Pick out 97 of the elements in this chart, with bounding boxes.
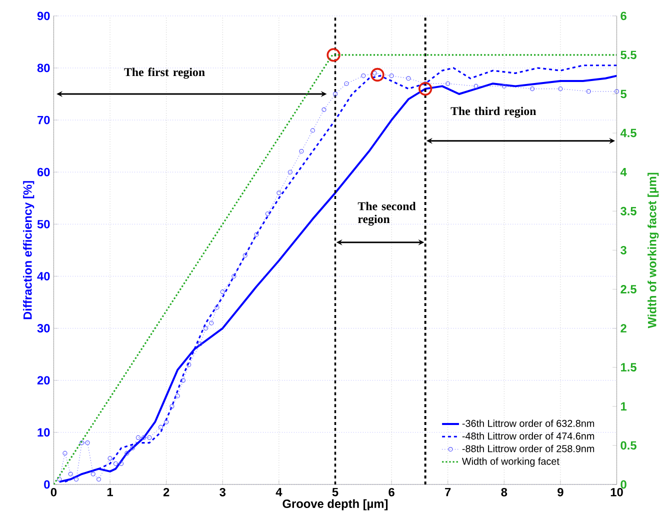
point — [502, 84, 506, 88]
point — [90, 472, 96, 476]
x-tick-label: 8 — [501, 488, 508, 496]
x-tick-label: 3 — [220, 488, 226, 496]
y-tick-label: 50 — [37, 220, 50, 228]
x-tick-label: 9 — [558, 488, 564, 496]
x-tick-label: 4 — [276, 488, 282, 496]
y2-tick-label: 1.5 — [621, 363, 636, 372]
point — [586, 89, 591, 94]
point — [389, 73, 394, 78]
y2-tick-label: 0 — [620, 480, 626, 489]
point — [186, 362, 192, 367]
x-axis-title: Groove depth [µm] — [282, 499, 388, 510]
y2-tick-label: 3 — [620, 246, 626, 254]
legend-label: -48th Littrow order of 474.6nm — [462, 432, 594, 440]
point — [96, 476, 102, 482]
point — [232, 274, 236, 278]
point — [242, 252, 248, 258]
point — [406, 76, 411, 81]
point — [136, 435, 140, 440]
legend-label: -88th Littrow order of 258.9nm — [462, 444, 594, 452]
point — [203, 326, 208, 330]
point — [322, 107, 326, 112]
y2-tick-label: 4 — [620, 168, 627, 176]
legend-label: Width of working facet — [462, 457, 560, 467]
x-tick-label: 5 — [332, 488, 338, 496]
point — [530, 86, 535, 91]
y2-tick-label: 2 — [620, 324, 626, 332]
point — [474, 84, 478, 88]
point — [332, 92, 338, 96]
point — [85, 440, 90, 445]
legend-label: -36th Littrow order of 632.8nm — [462, 420, 594, 427]
y2-tick-label: 5 — [620, 90, 627, 98]
point — [80, 440, 84, 445]
point — [614, 89, 620, 94]
y-tick-label: 90 — [37, 12, 50, 20]
point — [119, 461, 124, 466]
y-tick-label: 60 — [37, 168, 50, 176]
point — [108, 456, 112, 461]
point — [254, 232, 259, 237]
point — [214, 305, 220, 310]
x-tick-label: 6 — [388, 488, 394, 496]
point — [326, 48, 340, 62]
point — [147, 435, 152, 440]
point — [130, 446, 135, 450]
point — [142, 435, 146, 440]
x-tick-label: 1 — [107, 488, 113, 496]
point — [209, 320, 214, 326]
y2-tick-label: 6 — [620, 12, 626, 20]
point — [220, 289, 225, 294]
y-tick-label: 30 — [37, 324, 50, 332]
y-tick-label: 20 — [37, 376, 50, 384]
point — [276, 190, 282, 196]
x-tick-label: 10 — [610, 488, 623, 496]
annotation: The second region — [358, 202, 416, 226]
point — [299, 148, 304, 154]
y2-tick-label: 4.5 — [620, 128, 636, 138]
point — [418, 82, 432, 96]
y2-tick-label: 1 — [621, 402, 627, 410]
point — [310, 128, 315, 133]
point — [113, 461, 118, 466]
point — [558, 86, 563, 91]
point — [62, 450, 68, 456]
y-tick-label: 0 — [44, 480, 50, 489]
point — [446, 81, 450, 86]
point — [124, 450, 130, 456]
x-tick-label: 7 — [445, 488, 451, 496]
x-tick-label: 0 — [50, 488, 57, 496]
point — [164, 420, 169, 424]
y-tick-label: 10 — [38, 428, 50, 436]
point — [265, 211, 270, 216]
y-tick-label: 40 — [37, 272, 50, 280]
point — [57, 476, 62, 482]
y-axis-title: Diffraction efficiency [%] — [23, 181, 34, 319]
point — [361, 73, 366, 78]
point — [158, 424, 163, 430]
annotation: The first region — [124, 68, 205, 79]
point — [423, 81, 428, 86]
y2-tick-label: 5.5 — [620, 50, 636, 59]
annotation: The third region — [450, 106, 536, 118]
point — [370, 68, 384, 82]
point — [180, 378, 186, 382]
y2-tick-label: 0.5 — [620, 441, 636, 450]
point — [288, 170, 292, 174]
point — [344, 81, 349, 86]
y-tick-label: 70 — [38, 116, 50, 124]
y2-tick-label: 2.5 — [620, 284, 636, 294]
point — [74, 476, 79, 482]
y2-axis-title: Width of working facet [µm] — [648, 172, 659, 328]
point — [170, 404, 174, 409]
y2-tick-label: 3.5 — [620, 206, 636, 216]
point — [198, 341, 202, 346]
x-tick-label: 2 — [163, 488, 170, 496]
y-tick-label: 80 — [37, 64, 50, 72]
point — [372, 70, 377, 76]
point — [68, 472, 73, 476]
point — [175, 394, 180, 398]
